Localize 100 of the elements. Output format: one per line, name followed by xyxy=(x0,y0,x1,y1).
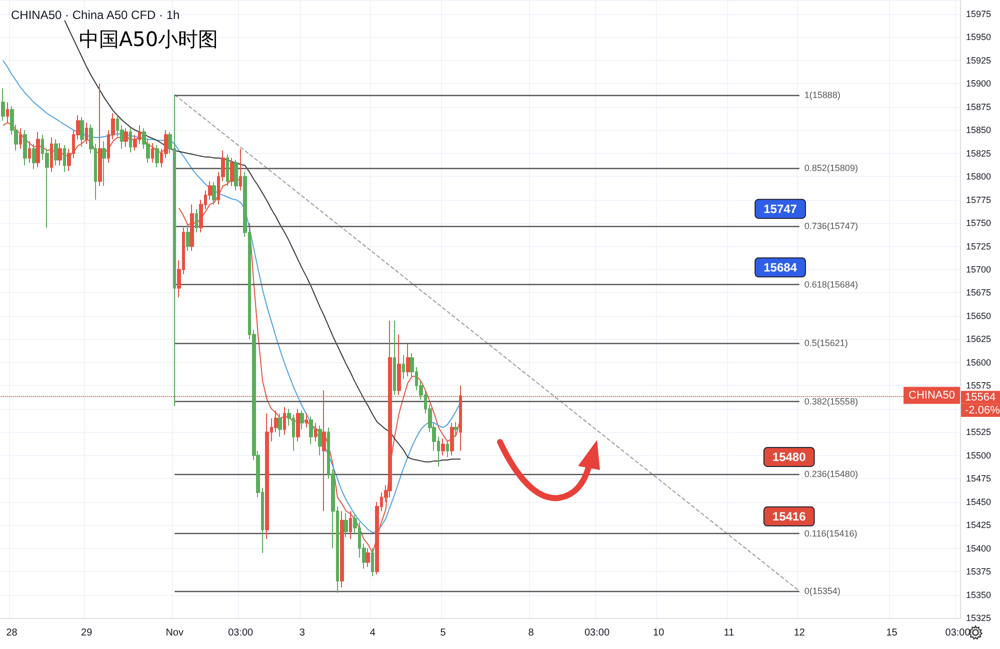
candlestick xyxy=(283,406,286,436)
candlestick xyxy=(102,140,106,186)
ref-line-label: 0.618(15684) xyxy=(804,279,858,290)
y-tick-label: 15450 xyxy=(966,496,992,507)
x-tick-label: 03:00 xyxy=(228,628,254,638)
candlestick xyxy=(63,144,66,172)
x-tick-label: 11 xyxy=(724,628,735,638)
ref-line-label: 0.736(15747) xyxy=(804,220,858,231)
ref-line-label: 0.852(15809) xyxy=(804,163,858,174)
candlestick xyxy=(186,224,190,252)
ref-line-label: 1(15888) xyxy=(804,90,840,100)
y-tick-label: 15800 xyxy=(966,172,992,182)
y-tick-label: 15525 xyxy=(966,427,992,438)
ref-line-label: 0(15354) xyxy=(804,586,840,596)
annotation: 15416 xyxy=(772,509,806,524)
annotation: 15480 xyxy=(772,450,806,464)
candlestick xyxy=(340,510,344,588)
y-tick-label: 15925 xyxy=(966,55,992,66)
candlestick xyxy=(318,425,322,456)
annotation: 15747 xyxy=(764,202,798,216)
text: 15564 xyxy=(965,391,996,404)
candlestick xyxy=(230,157,234,186)
ref-line-label: CHINA50 xyxy=(908,389,955,402)
candlestick xyxy=(36,131,40,168)
x-tick-label: 15 xyxy=(886,628,898,638)
candlestick xyxy=(314,422,317,442)
y-tick-label: 15350 xyxy=(966,590,992,600)
candlestick xyxy=(441,438,445,456)
y-tick-label: 15700 xyxy=(966,264,992,275)
candlestick xyxy=(278,413,282,438)
x-tick-label: 10 xyxy=(653,628,665,638)
y-tick-label: 15500 xyxy=(966,450,992,460)
line-series xyxy=(2,60,462,533)
y-tick-label: 15775 xyxy=(966,194,992,205)
text: -2.06% xyxy=(965,404,1000,416)
candlestick xyxy=(80,116,84,148)
y-tick-label: 15425 xyxy=(966,520,992,530)
text: 中国A50小时图 xyxy=(79,27,218,51)
x-tick-label: 03:00 xyxy=(584,628,610,638)
candlestick xyxy=(212,182,216,205)
x-tick-label: 29 xyxy=(81,628,93,638)
y-tick-label: 15850 xyxy=(966,125,992,136)
x-tick-label: 12 xyxy=(794,628,806,638)
candlestick xyxy=(402,354,405,380)
candlestick xyxy=(309,416,313,445)
y-tick-label: 15950 xyxy=(966,32,992,42)
y-tick-label: 15975 xyxy=(966,8,992,19)
candlestick xyxy=(129,128,132,153)
y-tick-label: 15600 xyxy=(966,357,992,368)
candlestick xyxy=(1,88,5,122)
candlestick xyxy=(32,144,36,170)
candlestick xyxy=(454,421,458,438)
candlestick xyxy=(397,334,401,396)
x-tick-label: 5 xyxy=(440,628,446,638)
candlestick xyxy=(23,130,27,166)
candlestick xyxy=(305,413,308,428)
candlestick xyxy=(296,408,300,442)
candlestick xyxy=(54,138,58,166)
candlestick xyxy=(151,142,154,164)
y-tick-label: 15650 xyxy=(966,310,992,321)
candlestick xyxy=(406,343,410,377)
ref-line-label: 0.382(15558) xyxy=(804,396,858,406)
candlestick xyxy=(239,148,242,192)
x-tick-label: 3 xyxy=(299,628,306,638)
candlestick xyxy=(265,413,269,540)
ref-line-label: 0.5(15621) xyxy=(804,338,848,348)
annotation: 15684 xyxy=(764,260,798,274)
y-tick-label: 15575 xyxy=(966,380,992,391)
candlestick xyxy=(349,510,352,540)
y-tick-label: 15750 xyxy=(966,218,992,228)
y-tick-label: 15325 xyxy=(966,613,992,623)
candlestick xyxy=(234,159,238,192)
candlestick xyxy=(226,154,229,186)
y-tick-label: 15825 xyxy=(966,148,992,158)
candlestick xyxy=(446,440,449,458)
candlestick xyxy=(393,320,396,396)
line-series xyxy=(64,20,462,462)
y-tick-label: 15625 xyxy=(966,334,992,344)
candlestick xyxy=(50,137,53,172)
candlestick xyxy=(300,410,304,430)
candlestick xyxy=(19,128,22,150)
x-tick-label: 28 xyxy=(6,628,18,638)
y-tick-label: 15400 xyxy=(966,543,992,554)
candlestick xyxy=(344,512,348,538)
candlestick xyxy=(450,422,454,456)
text: CHINA50 · China A50 CFD · 1h xyxy=(11,8,180,22)
candlestick xyxy=(366,548,370,568)
candlestick xyxy=(28,140,31,164)
y-tick-label: 15675 xyxy=(966,288,992,298)
y-tick-label: 15725 xyxy=(966,241,992,252)
x-tick-label: 8 xyxy=(528,628,534,638)
ref-line-label: 0.236(15480) xyxy=(804,468,858,479)
x-tick-label: 03:00 xyxy=(945,628,971,638)
candlestick xyxy=(155,144,159,168)
x-tick-label: Nov xyxy=(166,628,184,638)
candlestick xyxy=(58,142,62,166)
y-tick-label: 15900 xyxy=(966,78,992,89)
y-tick-label: 15375 xyxy=(966,566,992,577)
candlestick xyxy=(124,128,128,148)
x-tick-label: 4 xyxy=(370,628,376,638)
